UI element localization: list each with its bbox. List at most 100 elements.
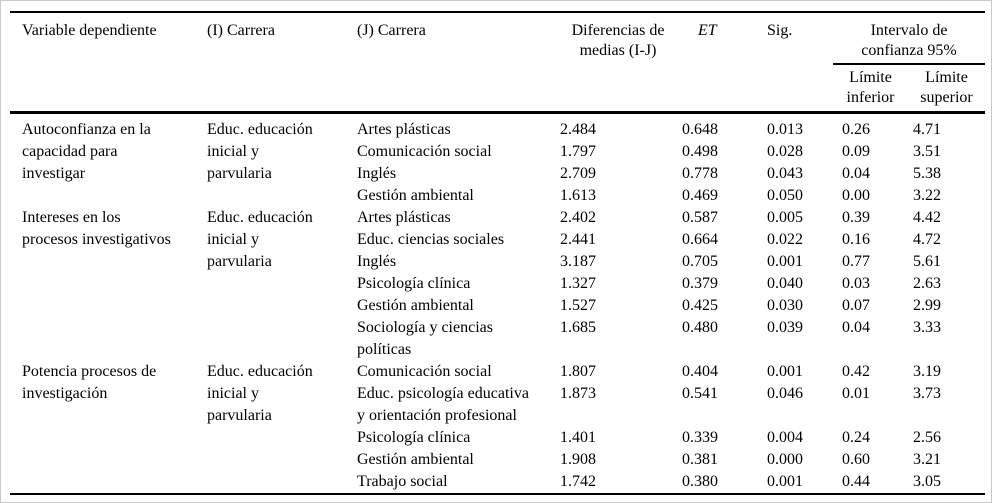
cell-sig: 0.001 [767, 253, 803, 270]
cell-carrera-j: Gestión ambiental [357, 187, 474, 204]
cell-sig: 0.043 [767, 165, 803, 182]
cell-diferencia-medias: 1.873 [560, 385, 596, 402]
table-row: Psicología clínica 1.401 0.339 0.004 0.24 2.5… [10, 427, 985, 449]
table-row: Trabajo social 1.742 0.380 0.001 0.44 3.05 [10, 471, 985, 494]
cell-et: 0.425 [682, 297, 718, 314]
cell-carrera-j: Gestión ambiental [357, 451, 474, 468]
posthoc-comparisons-table: Variable dependiente (I) Carrera (J) Car… [10, 11, 986, 495]
cell-limite-superior: 3.51 [913, 143, 941, 160]
table-header: Variable dependiente (I) Carrera (J) Car… [10, 12, 986, 113]
header-sig: Sig. [767, 22, 793, 39]
cell-sig: 0.005 [767, 209, 803, 226]
cell-carrera-i: Educ. educación inicial y parvularia [207, 363, 313, 424]
cell-diferencia-medias: 1.685 [560, 319, 596, 336]
table-row: Gestión ambiental 1.527 0.425 0.030 0.07 2.99 [10, 295, 985, 317]
cell-carrera-j: Trabajo social [357, 473, 448, 490]
cell-limite-inferior: 0.26 [833, 111, 908, 141]
cell-sig: 0.013 [762, 111, 833, 141]
cell-sig: 0.000 [767, 451, 803, 468]
header-intervalo-confianza: Intervalo de confianza 95% [833, 12, 986, 65]
cell-sig: 0.040 [767, 275, 803, 292]
cell-sig: 0.004 [767, 429, 803, 446]
header-carrera-i: (I) Carrera [207, 22, 275, 39]
table-row: Comunicación social 1.797 0.498 0.028 0.09 3.… [10, 141, 985, 163]
cell-et: 0.404 [682, 363, 718, 380]
cell-sig: 0.001 [767, 473, 803, 490]
table-row: Educ. psicología educativa y orientación… [10, 383, 985, 427]
cell-limite-superior: 5.61 [913, 253, 941, 270]
table-row: Psicología clínica 1.327 0.379 0.040 0.03 2.6… [10, 273, 985, 295]
cell-sig: 0.039 [767, 319, 803, 336]
cell-limite-superior: 3.73 [913, 385, 941, 402]
cell-limite-inferior: 0.04 [842, 319, 870, 336]
cell-carrera-j: Inglés [357, 165, 397, 182]
cell-limite-superior: 2.56 [913, 429, 941, 446]
cell-diferencia-medias: 1.908 [560, 451, 596, 468]
cell-limite-inferior: 0.16 [842, 231, 870, 248]
cell-limite-inferior: 0.03 [842, 275, 870, 292]
cell-limite-inferior: 0.39 [842, 209, 870, 226]
cell-diferencia-medias: 1.401 [560, 429, 596, 446]
cell-carrera-j: Inglés [357, 253, 397, 270]
cell-limite-inferior: 0.07 [842, 297, 870, 314]
table-row: Inglés 2.709 0.778 0.043 0.04 5.38 [10, 163, 985, 185]
cell-limite-inferior: 0.77 [842, 253, 870, 270]
table-row: Gestión ambiental 1.613 0.469 0.050 0.00 3.22 [10, 185, 985, 207]
cell-limite-superior: 3.22 [913, 187, 941, 204]
cell-limite-superior: 3.33 [913, 319, 941, 336]
cell-sig: 0.050 [767, 187, 803, 204]
cell-carrera-i: Educ. educación inicial y parvularia [207, 209, 313, 270]
cell-et: 0.380 [682, 473, 718, 490]
cell-sig: 0.046 [767, 385, 803, 402]
cell-diferencia-medias: 1.527 [560, 297, 596, 314]
cell-sig: 0.001 [767, 363, 803, 380]
header-row-top: Variable dependiente (I) Carrera (J) Car… [10, 12, 986, 65]
cell-et: 0.587 [682, 209, 718, 226]
cell-carrera-i: Educ. educación inicial y parvularia [205, 111, 355, 207]
cell-et: 0.541 [682, 385, 718, 402]
table-row: Gestión ambiental 1.908 0.381 0.000 0.60 3.21 [10, 449, 985, 471]
cell-et: 0.339 [682, 429, 718, 446]
table-row: Sociología y ciencias políticas 1.685 0.48… [10, 317, 985, 361]
cell-carrera-j: Artes plásticas [357, 209, 451, 226]
cell-variable-dependiente: Potencia procesos de investigación [22, 363, 157, 402]
cell-carrera-j: Psicología clínica [357, 429, 471, 446]
cell-carrera-j: Educ. psicología educativa y orientación… [357, 385, 529, 424]
header-carrera-j: (J) Carrera [357, 22, 426, 39]
cell-diferencia-medias: 1.327 [560, 275, 596, 292]
header-variable-dependiente: Variable dependiente [22, 22, 157, 39]
cell-sig: 0.030 [767, 297, 803, 314]
cell-et: 0.379 [682, 275, 718, 292]
cell-diferencia-medias: 2.709 [560, 165, 596, 182]
cell-carrera-j: Gestión ambiental [357, 297, 474, 314]
table-row: Educ. ciencias sociales 2.441 0.664 0.022 0.… [10, 229, 985, 251]
cell-et: 0.664 [682, 231, 718, 248]
cell-limite-inferior: 0.24 [842, 429, 870, 446]
cell-limite-inferior: 0.04 [842, 165, 870, 182]
cell-et: 0.778 [682, 165, 718, 182]
cell-diferencia-medias: 3.187 [560, 253, 596, 270]
cell-limite-superior: 5.38 [913, 165, 941, 182]
cell-limite-superior: 3.19 [913, 363, 941, 380]
cell-diferencia-medias: 1.742 [560, 473, 596, 490]
cell-diferencia-medias: 2.441 [560, 231, 596, 248]
cell-limite-superior: 4.42 [913, 209, 941, 226]
header-diferencias-medias: Diferencias de medias (I-J) [571, 22, 665, 59]
cell-carrera-j: Educ. ciencias sociales [357, 231, 505, 248]
header-row-limits: Límite inferior Límite superior [10, 64, 985, 113]
cell-carrera-j: Psicología clínica [357, 275, 471, 292]
cell-carrera-j: Comunicación social [357, 363, 492, 380]
cell-et: 0.648 [677, 111, 762, 141]
cell-variable-dependiente: Autoconfianza en la capacidad para inves… [10, 111, 205, 207]
table-row: Inglés 3.187 0.705 0.001 0.77 5.61 [10, 251, 985, 273]
cell-diferencia-medias: 1.797 [560, 143, 596, 160]
cell-limite-superior: 3.21 [913, 451, 941, 468]
cell-limite-superior: 4.71 [908, 111, 986, 141]
cell-et: 0.381 [682, 451, 718, 468]
cell-diferencia-medias: 1.613 [560, 187, 596, 204]
cell-diferencia-medias: 1.807 [560, 363, 596, 380]
cell-et: 0.498 [682, 143, 718, 160]
table-row: Autoconfianza en la capacidad para inves… [10, 111, 986, 207]
cell-carrera-j: Artes plásticas [355, 111, 559, 141]
cell-limite-superior: 3.05 [913, 473, 941, 490]
